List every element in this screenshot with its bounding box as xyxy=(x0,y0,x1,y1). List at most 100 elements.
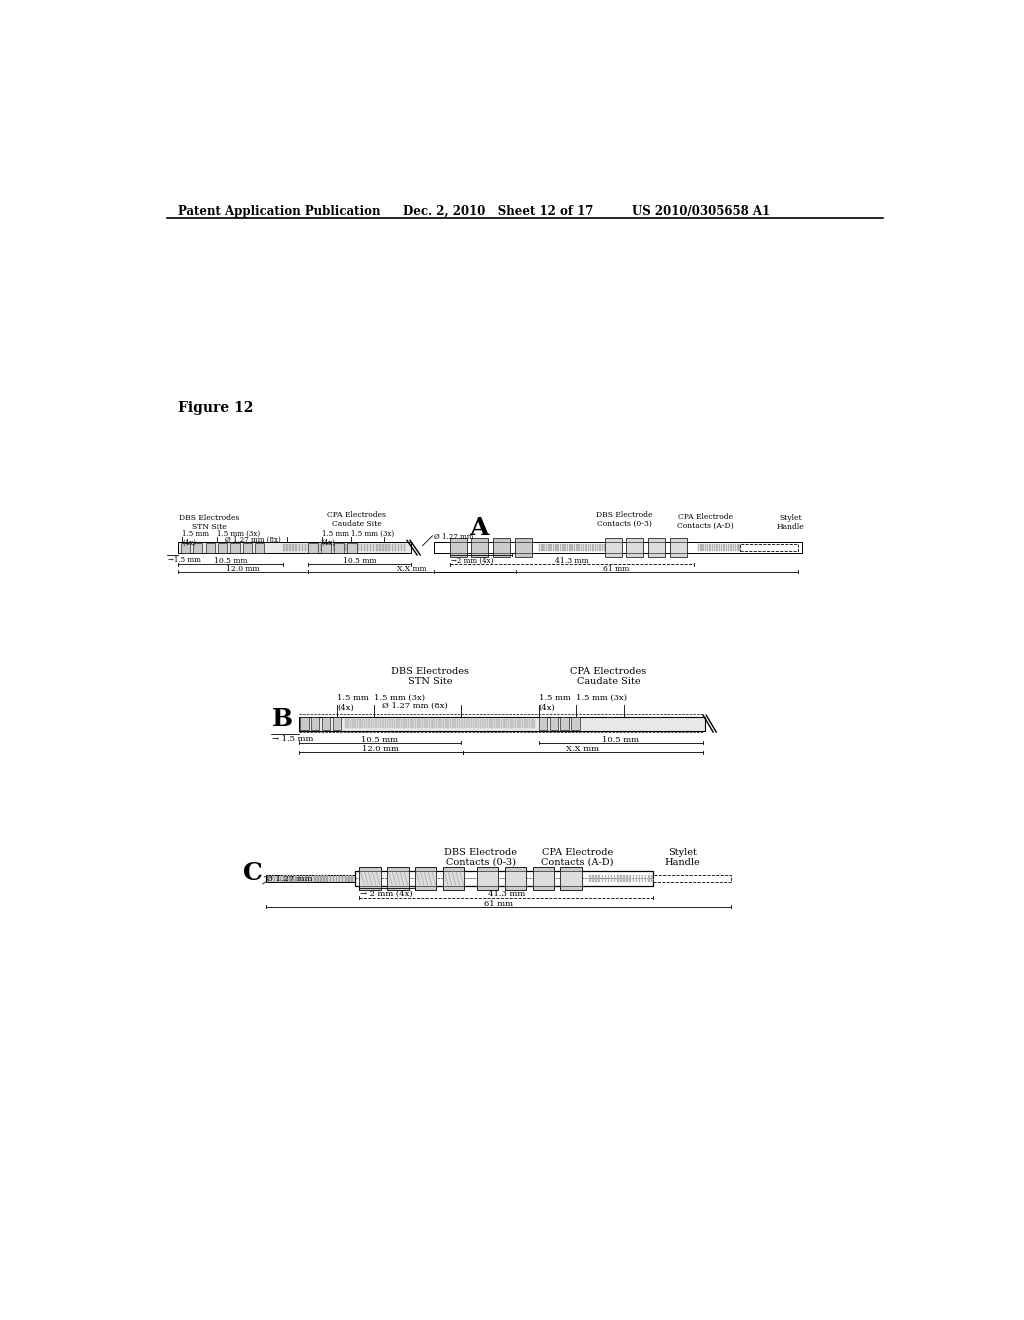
Bar xyxy=(630,875,631,882)
Bar xyxy=(493,543,510,553)
Bar xyxy=(311,718,319,730)
Bar xyxy=(712,544,713,552)
Bar xyxy=(450,719,452,729)
Bar xyxy=(289,544,291,552)
Bar xyxy=(739,544,741,552)
Bar xyxy=(389,719,391,729)
Bar xyxy=(519,719,521,729)
Bar xyxy=(442,871,464,886)
Bar xyxy=(532,867,554,890)
Bar xyxy=(553,544,554,552)
Bar xyxy=(440,719,442,729)
Bar xyxy=(539,544,541,552)
Bar xyxy=(589,875,591,882)
Bar xyxy=(420,719,421,729)
Bar xyxy=(707,544,709,552)
Text: 1.5 mm (3x): 1.5 mm (3x) xyxy=(217,529,260,537)
Bar xyxy=(382,719,384,729)
Bar xyxy=(394,719,395,729)
Text: 10.5 mm: 10.5 mm xyxy=(602,735,639,743)
Bar xyxy=(710,544,711,552)
Bar xyxy=(450,543,467,553)
Text: Figure 12: Figure 12 xyxy=(178,401,254,414)
Bar xyxy=(391,719,393,729)
Text: 12.0 mm: 12.0 mm xyxy=(226,565,260,573)
Bar xyxy=(330,875,331,882)
Bar xyxy=(400,719,402,729)
Bar xyxy=(364,544,366,552)
Bar xyxy=(348,544,349,552)
Bar xyxy=(435,719,437,729)
Bar xyxy=(300,718,308,730)
Bar xyxy=(592,875,594,882)
Text: 10.5 mm: 10.5 mm xyxy=(361,735,398,743)
Bar xyxy=(590,544,592,552)
Text: CPA Electrode
Contacts (A-D): CPA Electrode Contacts (A-D) xyxy=(542,847,613,867)
Bar xyxy=(206,543,215,553)
Bar xyxy=(354,544,356,552)
Bar xyxy=(560,867,583,890)
Text: Stylet
Handle: Stylet Handle xyxy=(777,515,805,532)
Bar xyxy=(289,875,291,882)
Text: →2 mm (4x): →2 mm (4x) xyxy=(452,557,494,565)
Bar xyxy=(359,719,360,729)
Bar xyxy=(408,719,410,729)
Bar xyxy=(499,719,500,729)
Bar xyxy=(351,544,352,552)
Bar xyxy=(336,544,337,552)
Bar xyxy=(471,719,472,729)
Bar xyxy=(398,719,400,729)
Bar xyxy=(595,544,596,552)
Bar xyxy=(450,539,467,557)
Text: 1.5 mm
(4x): 1.5 mm (4x) xyxy=(182,529,209,546)
Bar xyxy=(299,875,300,882)
Bar xyxy=(477,719,479,729)
Bar xyxy=(604,539,622,557)
Bar xyxy=(378,719,379,729)
Bar xyxy=(445,719,446,729)
Bar xyxy=(506,719,507,729)
Bar xyxy=(526,719,528,729)
Bar xyxy=(653,875,731,882)
Bar xyxy=(464,719,465,729)
Bar xyxy=(670,539,687,557)
Bar xyxy=(180,543,190,553)
Bar xyxy=(461,719,463,729)
Bar xyxy=(604,543,622,553)
Bar xyxy=(534,719,535,729)
Text: Dec. 2, 2010   Sheet 12 of 17: Dec. 2, 2010 Sheet 12 of 17 xyxy=(403,205,594,218)
Bar xyxy=(339,544,340,552)
Bar xyxy=(422,719,423,729)
Bar xyxy=(730,544,732,552)
Bar xyxy=(273,875,275,882)
Bar xyxy=(550,718,558,730)
Bar xyxy=(324,544,325,552)
Bar xyxy=(324,875,325,882)
Bar xyxy=(292,875,294,882)
Bar xyxy=(286,875,288,882)
Bar xyxy=(524,719,525,729)
Bar xyxy=(557,544,559,552)
Text: 10.5 mm: 10.5 mm xyxy=(342,557,376,565)
Bar xyxy=(651,875,652,882)
Bar xyxy=(394,544,396,552)
Bar xyxy=(270,875,272,882)
Bar xyxy=(477,867,499,890)
Bar xyxy=(342,875,343,882)
Bar xyxy=(517,719,518,729)
Bar xyxy=(636,875,637,882)
Bar xyxy=(598,875,600,882)
Bar xyxy=(503,719,505,729)
Bar xyxy=(468,719,470,729)
Bar xyxy=(342,544,343,552)
Bar xyxy=(588,544,589,552)
Bar xyxy=(339,875,340,882)
Bar xyxy=(546,544,547,552)
Text: 61 mm: 61 mm xyxy=(484,900,513,908)
Bar xyxy=(359,871,381,886)
Bar xyxy=(373,719,375,729)
Bar xyxy=(601,875,603,882)
Text: Ø 1.27 mm: Ø 1.27 mm xyxy=(434,533,474,541)
Bar xyxy=(266,875,355,882)
Bar xyxy=(308,543,317,553)
